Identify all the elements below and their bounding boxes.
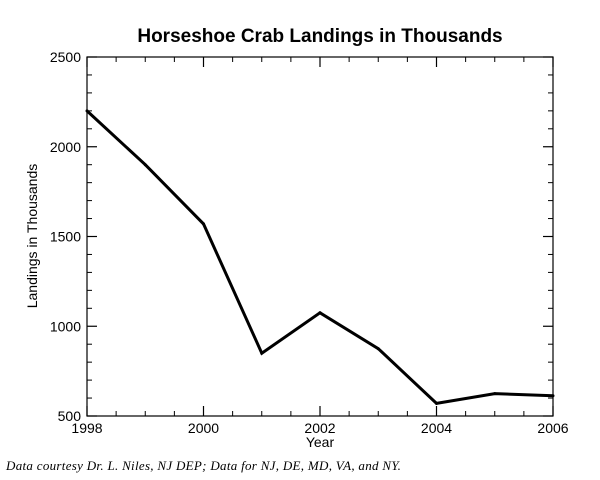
data-point <box>493 392 497 396</box>
data-point <box>376 347 380 351</box>
y-tick-labels: 500 1000 1500 2000 2500 <box>50 49 81 424</box>
x-tick-label: 1998 <box>71 420 102 436</box>
x-axis-label: Year <box>306 434 335 450</box>
x-tick-label: 2004 <box>421 420 452 436</box>
data-point <box>143 163 147 167</box>
data-point <box>85 109 89 113</box>
x-tick-label: 2000 <box>188 420 219 436</box>
y-axis-label: Landings in Thousands <box>24 164 40 309</box>
minor-ticks <box>87 57 553 416</box>
data-point <box>202 222 205 226</box>
y-tick-label: 2000 <box>50 139 81 155</box>
data-point <box>260 351 264 355</box>
x-tick-label: 2002 <box>304 420 335 436</box>
series-line <box>85 109 554 406</box>
x-tick-label: 2006 <box>537 420 568 436</box>
major-ticks <box>86 56 554 417</box>
data-source-caption: Data courtesy Dr. L. Niles, NJ DEP; Data… <box>6 458 402 473</box>
y-tick-label: 1000 <box>50 318 81 334</box>
y-tick-label: 2500 <box>50 49 81 65</box>
y-tick-label: 500 <box>58 408 82 424</box>
data-point <box>318 311 322 315</box>
x-tick-labels: 1998 2000 2002 2004 2006 <box>71 420 568 436</box>
y-tick-label: 1500 <box>50 229 81 245</box>
plot-frame <box>86 56 554 417</box>
data-points <box>85 109 555 405</box>
chart-title: Horseshoe Crab Landings in Thousands <box>137 26 502 47</box>
data-point <box>551 394 555 398</box>
data-point <box>435 401 438 405</box>
